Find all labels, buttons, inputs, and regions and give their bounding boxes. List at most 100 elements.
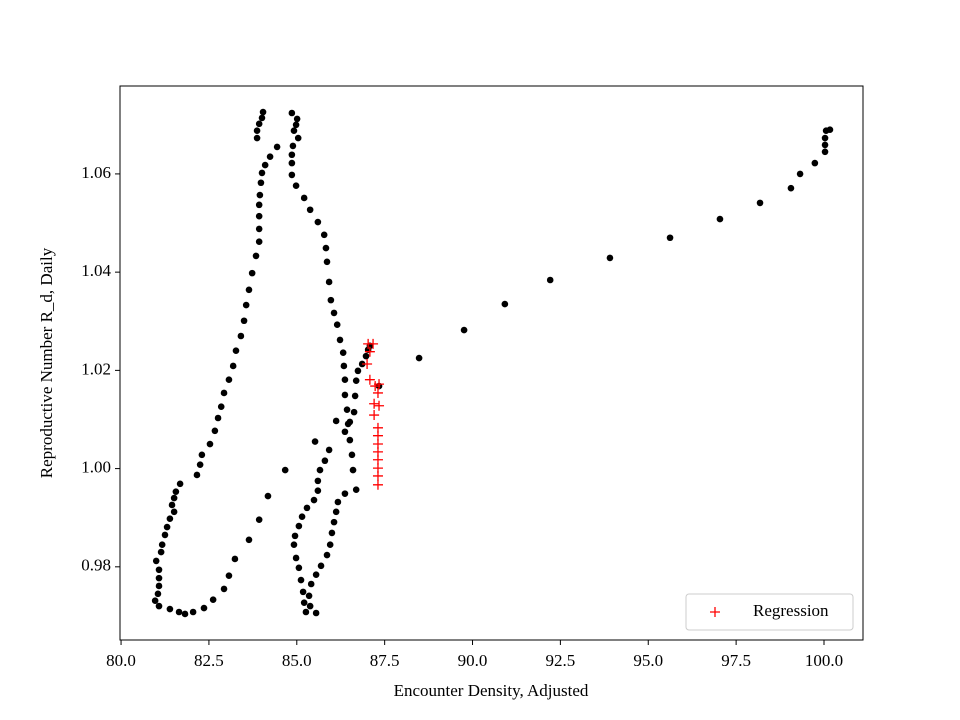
point [206, 440, 214, 448]
point [349, 466, 357, 474]
point [332, 508, 340, 516]
plus-marker [369, 398, 380, 409]
point [225, 376, 233, 383]
point [258, 169, 266, 177]
point [343, 406, 351, 413]
point [157, 548, 165, 556]
point [168, 501, 176, 509]
point [346, 418, 354, 426]
point [354, 367, 362, 375]
x-tick-label: 100.0 [805, 651, 843, 670]
x-tick-label: 87.5 [370, 651, 400, 670]
x-tick-label: 92.5 [546, 651, 576, 670]
point [220, 585, 228, 593]
point [196, 461, 204, 468]
point [175, 608, 183, 616]
plus-marker [372, 387, 383, 398]
point [292, 121, 300, 129]
point [155, 566, 163, 574]
point [300, 599, 308, 606]
point [154, 590, 162, 598]
plus-marker [372, 470, 383, 481]
point [255, 238, 263, 245]
point [229, 362, 237, 370]
point [321, 457, 329, 465]
point [294, 134, 302, 142]
point [415, 354, 423, 362]
x-axis-label: Encounter Density, Adjusted [394, 681, 589, 700]
point [232, 347, 240, 355]
point [339, 349, 347, 356]
point [255, 225, 263, 233]
point [312, 571, 320, 578]
point [209, 596, 217, 604]
point [327, 296, 335, 304]
point [826, 126, 834, 134]
point [253, 127, 261, 134]
point [189, 608, 197, 616]
point [756, 199, 764, 207]
plus-marker [364, 346, 375, 357]
point [155, 582, 163, 590]
point [217, 403, 225, 411]
point [198, 451, 206, 459]
point [333, 321, 341, 328]
point [323, 551, 331, 559]
point [306, 602, 314, 610]
legend-label: Regression [753, 601, 829, 620]
point [293, 115, 301, 123]
x-tick-label: 95.0 [633, 651, 663, 670]
x-tick-label: 85.0 [282, 651, 312, 670]
point [166, 605, 174, 613]
point [155, 574, 163, 582]
point [257, 179, 265, 187]
point [314, 487, 322, 494]
point [330, 309, 338, 317]
point [158, 541, 166, 549]
point [298, 513, 306, 521]
point [320, 231, 328, 239]
point [325, 446, 333, 454]
point [281, 466, 289, 474]
point [299, 588, 307, 596]
point [501, 300, 509, 308]
point [295, 522, 303, 530]
point [253, 134, 261, 142]
plus-marker [368, 338, 379, 349]
point [163, 523, 171, 531]
point [666, 234, 674, 242]
point [255, 201, 263, 209]
point [328, 529, 336, 537]
point [332, 417, 340, 425]
point [240, 317, 248, 325]
point [811, 159, 819, 167]
point [314, 477, 322, 485]
point [341, 428, 349, 436]
point [237, 332, 245, 340]
point [352, 486, 360, 494]
point [821, 134, 829, 142]
point [341, 376, 349, 383]
point [334, 498, 342, 506]
plus-marker [362, 358, 373, 369]
point [200, 604, 208, 612]
point [242, 301, 250, 309]
point [170, 494, 178, 502]
point [288, 109, 296, 117]
point [305, 592, 313, 600]
plus-marker [374, 400, 385, 411]
point [289, 142, 297, 150]
plus-marker [372, 430, 383, 441]
point [325, 278, 333, 286]
point [155, 602, 163, 610]
point [307, 580, 315, 588]
point [340, 362, 348, 370]
point [346, 436, 354, 444]
y-tick-label: 1.06 [81, 163, 111, 182]
point [796, 170, 804, 178]
point [245, 286, 253, 294]
point [316, 466, 324, 474]
x-tick-label: 90.0 [458, 651, 488, 670]
point [348, 451, 356, 459]
point [261, 161, 269, 169]
